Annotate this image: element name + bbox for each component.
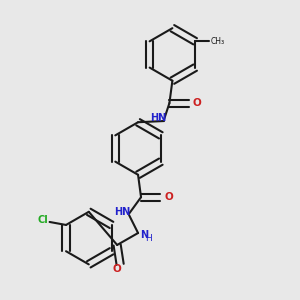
Text: CH₃: CH₃ bbox=[211, 37, 225, 46]
Text: HN: HN bbox=[151, 113, 167, 123]
Text: Cl: Cl bbox=[38, 215, 48, 226]
Text: H: H bbox=[145, 234, 152, 243]
Text: O: O bbox=[192, 98, 201, 108]
Text: O: O bbox=[113, 264, 122, 274]
Text: N: N bbox=[140, 230, 148, 239]
Text: HN: HN bbox=[114, 207, 130, 217]
Text: O: O bbox=[164, 192, 173, 202]
